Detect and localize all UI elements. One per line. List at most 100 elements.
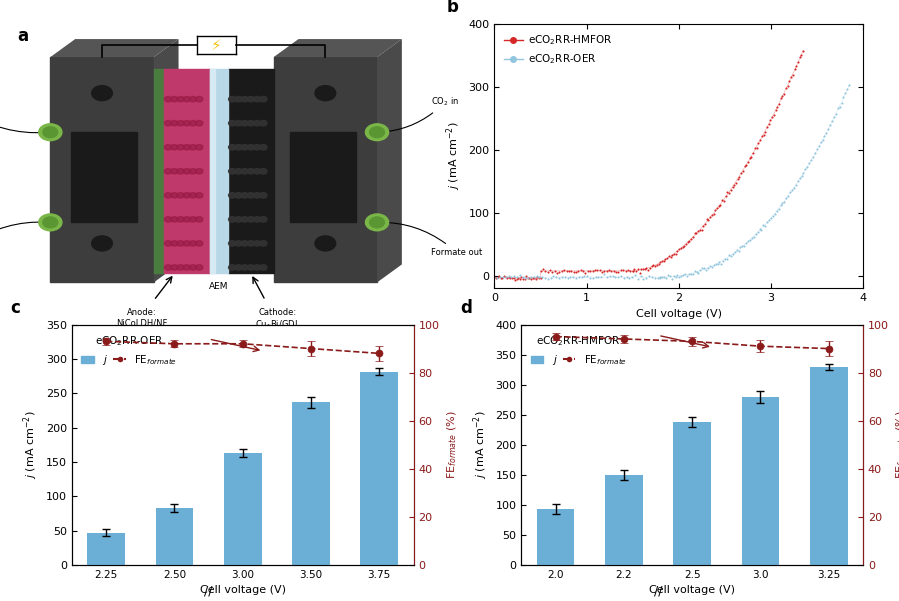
Circle shape (260, 145, 267, 150)
Circle shape (195, 216, 203, 222)
Circle shape (165, 264, 172, 270)
Circle shape (177, 145, 184, 150)
Circle shape (190, 168, 197, 174)
Bar (42, 31, 414, 33)
Y-axis label: FE$_{formate}$ (%): FE$_{formate}$ (%) (895, 410, 899, 479)
Circle shape (315, 160, 335, 175)
Circle shape (228, 168, 236, 174)
X-axis label: Cell voltage (V): Cell voltage (V) (649, 585, 735, 596)
Bar (209, 69, 215, 273)
Legend: $j$, FE$_{formate}$: $j$, FE$_{formate}$ (527, 330, 631, 371)
Circle shape (254, 96, 261, 102)
Circle shape (183, 241, 191, 246)
Circle shape (228, 264, 236, 270)
Circle shape (171, 120, 178, 126)
Circle shape (228, 96, 236, 102)
Circle shape (195, 264, 203, 270)
Bar (810, 367, 848, 565)
Circle shape (183, 120, 191, 126)
Circle shape (177, 96, 184, 102)
Bar (87, 532, 125, 565)
Circle shape (183, 145, 191, 150)
X-axis label: Cell voltage (V): Cell voltage (V) (636, 309, 722, 319)
Circle shape (195, 241, 203, 246)
Text: c: c (11, 299, 21, 317)
Text: HMF + KOH in: HMF + KOH in (0, 221, 47, 257)
Circle shape (235, 264, 242, 270)
Circle shape (165, 96, 172, 102)
Circle shape (183, 192, 191, 198)
Bar (71, 132, 138, 222)
Circle shape (183, 96, 191, 102)
Bar (673, 422, 711, 565)
Circle shape (241, 168, 248, 174)
Text: d: d (460, 299, 472, 317)
Y-axis label: $j$ (mA cm$^{-2}$): $j$ (mA cm$^{-2}$) (471, 410, 490, 479)
Circle shape (254, 216, 261, 222)
Circle shape (171, 145, 178, 150)
Circle shape (190, 264, 197, 270)
Circle shape (254, 241, 261, 246)
Text: //: // (204, 584, 213, 597)
Circle shape (235, 241, 242, 246)
Circle shape (171, 192, 178, 198)
Bar (605, 475, 643, 565)
Circle shape (177, 192, 184, 198)
Bar (156, 508, 193, 565)
Circle shape (315, 236, 335, 251)
Circle shape (190, 216, 197, 222)
Bar (154, 69, 165, 273)
Bar (209, 69, 228, 273)
Circle shape (228, 216, 236, 222)
Circle shape (43, 127, 58, 138)
Circle shape (177, 216, 184, 222)
Circle shape (235, 192, 242, 198)
Circle shape (171, 168, 178, 174)
Circle shape (241, 120, 248, 126)
Circle shape (171, 264, 178, 270)
Circle shape (260, 96, 267, 102)
Bar (273, 57, 377, 282)
Circle shape (190, 241, 197, 246)
Circle shape (177, 264, 184, 270)
Circle shape (190, 145, 197, 150)
Circle shape (235, 216, 242, 222)
Circle shape (228, 120, 236, 126)
Circle shape (366, 214, 388, 231)
Polygon shape (273, 39, 402, 57)
Y-axis label: $j$ (mA cm$^{-2}$): $j$ (mA cm$^{-2}$) (444, 122, 463, 191)
Circle shape (247, 192, 254, 198)
Circle shape (241, 192, 248, 198)
Circle shape (241, 216, 248, 222)
Text: b: b (447, 0, 458, 16)
Polygon shape (377, 39, 402, 282)
Circle shape (171, 241, 178, 246)
Circle shape (254, 264, 261, 270)
Circle shape (177, 168, 184, 174)
Text: a: a (17, 27, 29, 45)
Circle shape (260, 120, 267, 126)
Bar (224, 453, 262, 565)
Circle shape (366, 124, 388, 141)
Circle shape (247, 145, 254, 150)
Circle shape (254, 192, 261, 198)
Circle shape (260, 168, 267, 174)
Circle shape (369, 217, 385, 228)
Text: AEM: AEM (209, 282, 228, 291)
Text: FDCA + KOH out: FDCA + KOH out (0, 98, 47, 135)
Circle shape (247, 264, 254, 270)
Circle shape (247, 241, 254, 246)
Circle shape (228, 145, 236, 150)
X-axis label: Cell voltage (V): Cell voltage (V) (200, 585, 286, 596)
Circle shape (183, 168, 191, 174)
Circle shape (183, 264, 191, 270)
Circle shape (241, 96, 248, 102)
Circle shape (254, 145, 261, 150)
Circle shape (260, 264, 267, 270)
Circle shape (165, 241, 172, 246)
Circle shape (92, 236, 112, 251)
Bar (537, 509, 574, 565)
Circle shape (228, 241, 236, 246)
Text: CO$_2$ in: CO$_2$ in (381, 96, 458, 133)
Circle shape (195, 96, 203, 102)
